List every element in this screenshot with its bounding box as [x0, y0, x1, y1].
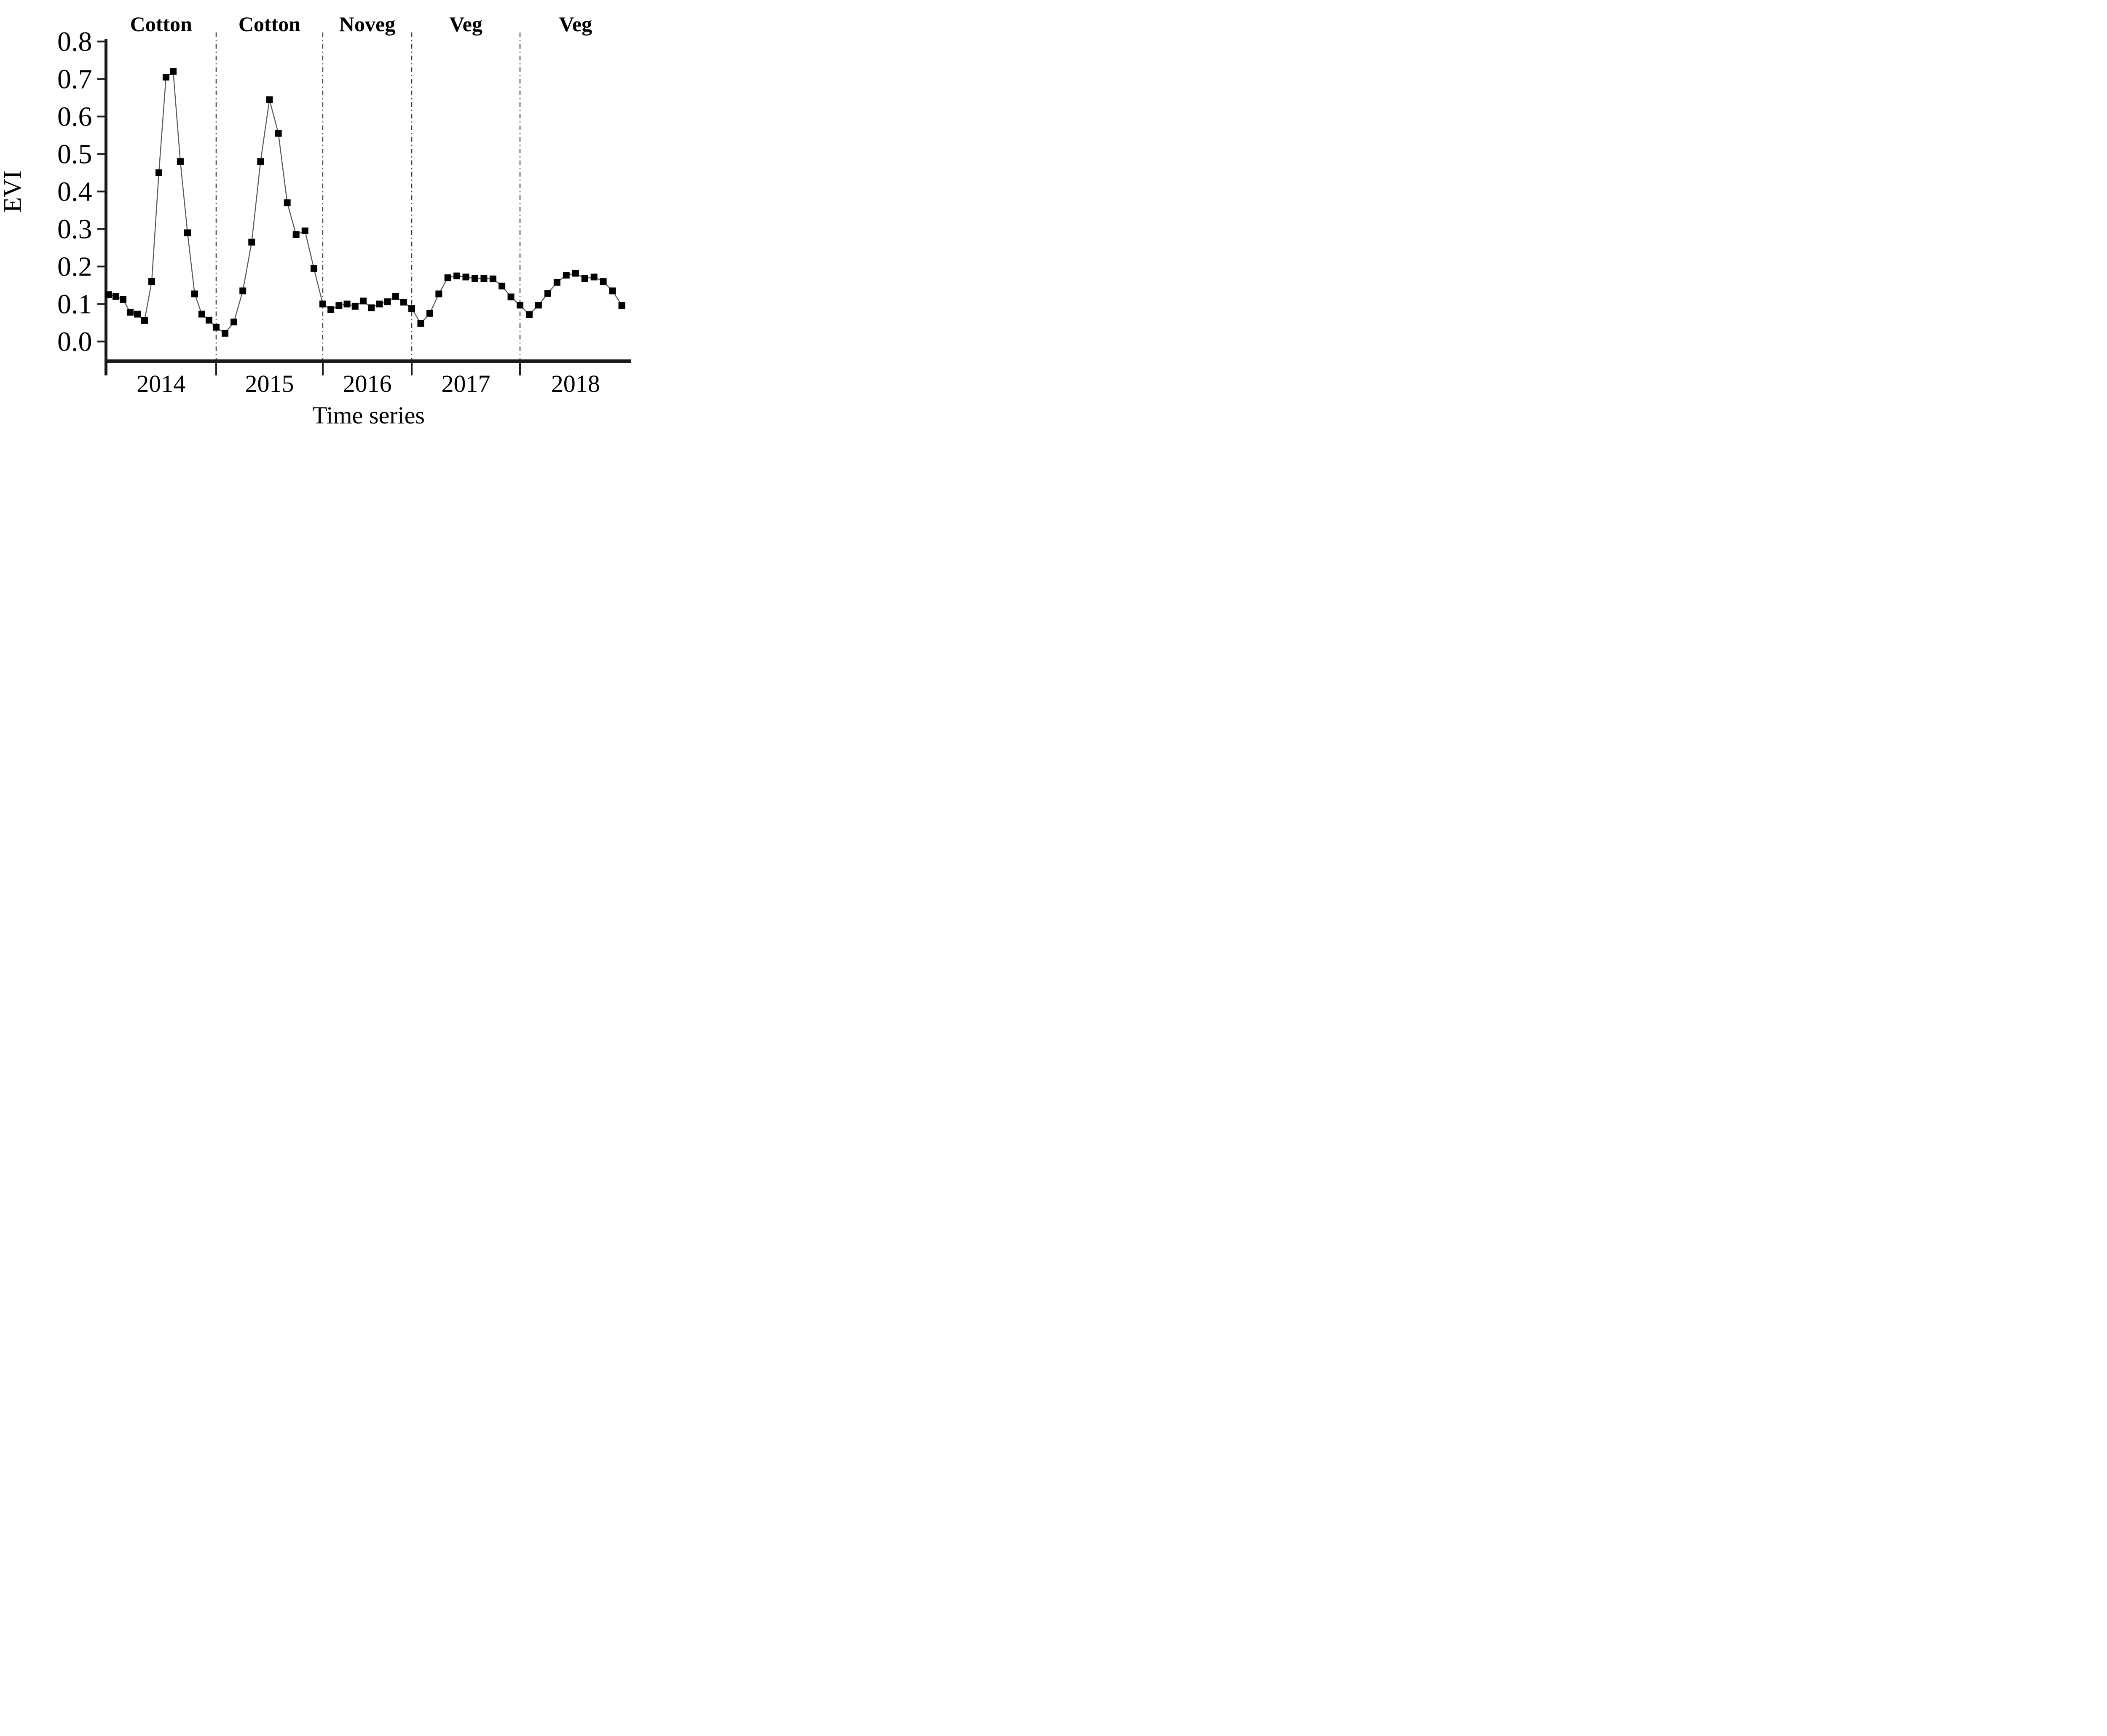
data-point-marker — [191, 290, 198, 297]
data-point-marker — [600, 278, 607, 285]
x-year-labels: 2014 2015 2016 2017 2018 — [137, 370, 600, 397]
section-labels: Cotton Cotton Noveg Veg Veg — [130, 12, 592, 36]
axes — [105, 39, 631, 375]
data-point-marker — [351, 303, 359, 310]
data-point-marker — [343, 300, 351, 308]
data-point-marker — [126, 309, 134, 316]
data-point-marker — [184, 229, 191, 236]
data-point-marker — [319, 300, 326, 308]
data-point-marker — [376, 300, 383, 308]
data-point-marker — [544, 290, 551, 297]
data-point-marker — [155, 169, 162, 176]
data-point-marker — [284, 199, 291, 206]
data-point-marker — [248, 238, 255, 246]
data-point-marker — [327, 306, 335, 313]
data-point-marker — [119, 296, 126, 303]
year-label: 2015 — [245, 370, 294, 397]
chart-canvas: 0.0 0.1 0.2 0.3 0.4 0.5 0.6 0.7 0.8 2014 2015 2016… — [57, 12, 631, 397]
data-point-marker — [177, 158, 184, 165]
data-point-marker — [435, 290, 442, 297]
year-label: 2018 — [551, 370, 600, 397]
data-point-marker — [169, 68, 177, 75]
section-label: Noveg — [339, 12, 395, 36]
y-tick-label: 0.3 — [57, 214, 92, 245]
data-point-marker — [516, 302, 523, 309]
data-point-marker — [368, 304, 375, 311]
data-point-marker — [162, 74, 169, 81]
y-tick-labels: 0.0 0.1 0.2 0.3 0.4 0.5 0.6 0.7 0.8 — [57, 27, 92, 357]
data-point-marker — [499, 282, 506, 289]
year-divider-lines — [215, 32, 521, 361]
y-tick-label: 0.1 — [57, 289, 92, 320]
y-tick-label: 0.6 — [57, 102, 92, 132]
y-tick-label: 0.8 — [57, 27, 92, 57]
data-point-marker — [553, 279, 560, 286]
data-point-marker — [205, 316, 212, 324]
data-point-marker — [359, 297, 367, 305]
axis-ticks — [97, 40, 521, 375]
data-point-marker — [105, 291, 112, 298]
data-point-marker — [507, 293, 515, 300]
data-point-marker — [221, 330, 228, 337]
data-point-marker — [400, 299, 407, 306]
data-point-marker — [489, 275, 496, 282]
data-point-marker — [301, 227, 308, 234]
y-tick-label: 0.0 — [57, 327, 92, 357]
data-point-marker — [525, 311, 533, 318]
data-point-marker — [535, 302, 542, 309]
data-point-marker — [239, 287, 247, 295]
y-tick-label: 0.7 — [57, 64, 92, 95]
data-point-marker — [563, 271, 570, 279]
data-point-marker — [417, 320, 424, 327]
data-point-marker — [471, 275, 478, 282]
data-point-marker — [392, 293, 399, 300]
data-point-marker — [112, 293, 119, 300]
data-point-marker — [198, 311, 205, 318]
data-point-marker — [231, 319, 238, 326]
y-axis-title: EVI — [0, 170, 27, 213]
data-point-marker — [572, 270, 579, 277]
section-label: Veg — [449, 12, 483, 36]
y-tick-label: 0.4 — [57, 177, 92, 207]
data-point-marker — [426, 310, 433, 317]
data-point-marker — [148, 278, 155, 285]
section-label: Veg — [559, 12, 592, 36]
data-point-marker — [335, 302, 343, 309]
data-point-marker — [453, 272, 461, 279]
section-label: Cotton — [130, 12, 192, 36]
section-label: Cotton — [239, 12, 300, 36]
data-point-marker — [384, 298, 391, 305]
y-tick-label: 0.2 — [57, 252, 92, 282]
data-point-marker — [480, 275, 488, 282]
data-point-marker — [462, 273, 469, 281]
y-tick-label: 0.5 — [57, 139, 92, 170]
data-point-marker — [141, 317, 148, 324]
year-label: 2017 — [442, 370, 491, 397]
data-point-marker — [310, 265, 317, 272]
data-point-marker — [618, 302, 625, 309]
data-point-marker — [581, 275, 588, 282]
data-point-marker — [408, 305, 416, 312]
data-point-marker — [609, 287, 616, 295]
data-point-marker — [275, 130, 282, 137]
year-label: 2014 — [137, 370, 185, 397]
data-point-marker — [212, 324, 220, 331]
year-label: 2016 — [343, 370, 392, 397]
evi-time-series-chart: 0.0 0.1 0.2 0.3 0.4 0.5 0.6 0.7 0.8 2014 2015 2016… — [0, 0, 647, 434]
data-point-marker — [292, 231, 300, 238]
data-point-marker — [134, 311, 141, 318]
data-series — [105, 68, 625, 337]
data-point-marker — [257, 158, 264, 165]
x-axis-title: Time series — [312, 402, 425, 429]
data-point-marker — [266, 96, 273, 103]
data-point-marker — [444, 274, 451, 281]
data-point-marker — [590, 273, 598, 281]
